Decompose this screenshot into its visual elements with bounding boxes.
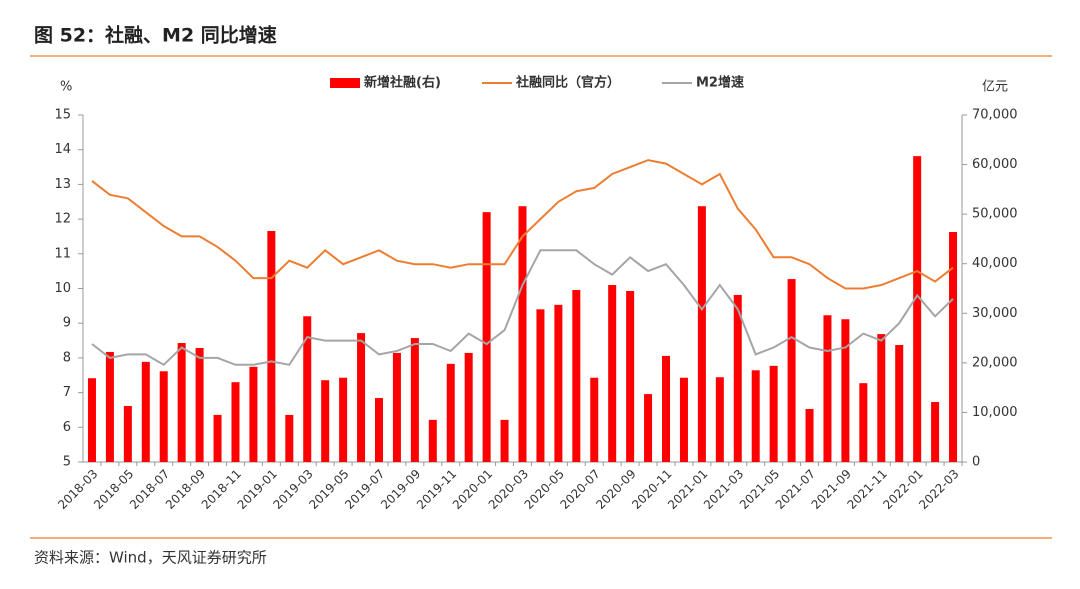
bar [267, 230, 276, 462]
bar [464, 352, 473, 462]
y2-tick-label: 20,000 [972, 355, 1018, 370]
y2-tick-label: 70,000 [972, 108, 1018, 123]
bar [895, 345, 904, 462]
bar [428, 419, 437, 462]
bar [787, 279, 796, 462]
bar [644, 394, 653, 462]
y-tick-label: 10 [54, 281, 71, 296]
y2-tick-label: 60,000 [972, 157, 1018, 172]
line [91, 249, 954, 367]
bar [769, 365, 778, 462]
y-tick-label: 7 [63, 385, 71, 400]
bar [303, 316, 312, 462]
y-tick-label: 5 [63, 455, 71, 470]
y-axis-label: % [60, 80, 72, 95]
bar [518, 206, 527, 462]
bar [392, 352, 401, 462]
bar [410, 338, 419, 462]
bar [751, 370, 760, 462]
legend-marker [330, 78, 360, 88]
bar [841, 319, 850, 462]
bar [321, 380, 330, 462]
y2-tick-label: 30,000 [972, 306, 1018, 321]
bar [374, 398, 383, 462]
bar [339, 377, 348, 462]
y-tick-label: 8 [63, 350, 71, 365]
bar [662, 355, 671, 462]
legend-label: 社融同比（官方） [515, 75, 620, 91]
bar [500, 419, 509, 462]
bar [482, 212, 491, 462]
bar [913, 156, 922, 462]
source: 资料来源：Wind，天风证券研究所 [34, 549, 267, 567]
legend-label: 新增社融(右) [364, 75, 441, 91]
bar [697, 206, 706, 462]
bar [446, 363, 455, 462]
line [91, 159, 954, 290]
chart-title: 图 52：社融、M2 同比增速 [34, 24, 277, 47]
bar [931, 402, 940, 462]
bar [733, 294, 742, 462]
bar [715, 377, 724, 462]
y2-tick-label: 40,000 [972, 256, 1018, 271]
y-tick-label: 9 [63, 316, 71, 331]
y-tick-label: 6 [63, 420, 71, 435]
y2-tick-label: 50,000 [972, 207, 1018, 222]
bar [949, 231, 958, 462]
bar [87, 378, 96, 462]
bar [123, 405, 132, 462]
bar [159, 371, 168, 462]
bar [859, 383, 868, 462]
bar [590, 377, 599, 462]
bar [823, 315, 832, 462]
y-tick-label: 12 [54, 212, 71, 227]
y2-tick-label: 10,000 [972, 405, 1018, 420]
bar [679, 377, 688, 462]
bar [572, 289, 581, 462]
bar [536, 309, 545, 462]
bar [357, 333, 366, 462]
bar [195, 347, 204, 462]
bar [231, 382, 240, 462]
y-tick-label: 15 [54, 108, 71, 123]
y2-tick-label: 0 [972, 455, 980, 470]
bar [554, 304, 563, 462]
bar [608, 285, 617, 462]
y-tick-label: 14 [54, 142, 71, 157]
bar [141, 361, 150, 462]
bar [285, 414, 294, 462]
bar [877, 334, 886, 462]
bar [213, 414, 222, 462]
legend-label: M2增速 [696, 75, 744, 91]
y2-axis-label: 亿元 [982, 80, 1008, 95]
x-tick-label: 2022-03 [916, 467, 961, 512]
bar [249, 366, 258, 462]
y-tick-label: 11 [54, 246, 71, 261]
bar [177, 343, 186, 462]
bar [626, 290, 635, 462]
bar [105, 351, 114, 462]
bar [805, 408, 814, 462]
y-tick-label: 13 [54, 177, 71, 192]
